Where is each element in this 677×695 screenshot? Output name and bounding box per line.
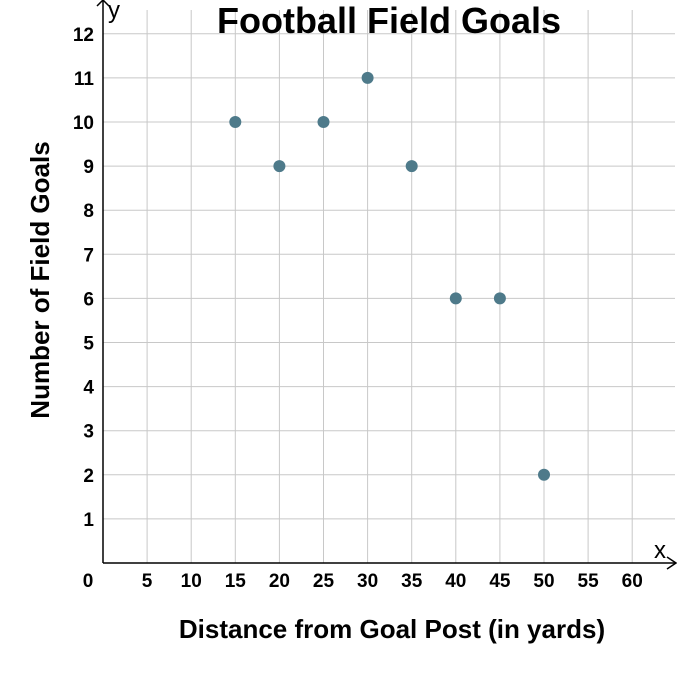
x-tick-label: 15 bbox=[225, 571, 247, 592]
y-tick-label: 11 bbox=[74, 69, 95, 90]
y-axis-arrow bbox=[96, 0, 110, 7]
y-tick-label: 8 bbox=[83, 201, 94, 222]
x-tick-label: 35 bbox=[401, 571, 423, 592]
grid bbox=[103, 10, 675, 563]
x-tick-label: 25 bbox=[313, 571, 335, 592]
data-point bbox=[405, 160, 418, 173]
data-point bbox=[449, 292, 462, 305]
x-tick-label: 40 bbox=[445, 571, 466, 592]
x-tick-label: 60 bbox=[622, 571, 643, 592]
y-tick-label: 12 bbox=[73, 25, 94, 46]
x-tick-label: 55 bbox=[578, 571, 600, 592]
x-tick-label: 30 bbox=[357, 571, 378, 592]
y-tick-label: 3 bbox=[83, 422, 94, 443]
y-tick-label: 4 bbox=[83, 378, 94, 399]
y-axis-title: Number of Field Goals bbox=[25, 141, 55, 418]
y-tick-label: 10 bbox=[73, 113, 94, 134]
y-tick-label: 2 bbox=[83, 466, 94, 487]
y-tick-label: 9 bbox=[83, 157, 94, 178]
y-tick-label: 6 bbox=[83, 289, 94, 310]
x-tick-label: 20 bbox=[269, 571, 290, 592]
chart-title: Football Field Goals bbox=[217, 0, 561, 41]
x-axis-letter: x bbox=[654, 537, 666, 564]
x-tick-label: 5 bbox=[142, 571, 153, 592]
x-tick-label: 50 bbox=[533, 571, 554, 592]
y-tick-label: 5 bbox=[83, 334, 94, 355]
data-point bbox=[273, 160, 286, 173]
x-axis-title: Distance from Goal Post (in yards) bbox=[179, 614, 605, 644]
axes bbox=[96, 0, 677, 570]
y-tick-label: 7 bbox=[83, 245, 94, 266]
origin-label: 0 bbox=[83, 571, 94, 592]
data-point bbox=[229, 116, 242, 128]
data-point bbox=[493, 292, 506, 305]
y-axis-letter: y bbox=[108, 0, 120, 24]
x-axis-arrow bbox=[666, 556, 677, 570]
data-point bbox=[317, 116, 330, 128]
data-point bbox=[538, 468, 550, 481]
y-tick-label: 1 bbox=[83, 510, 94, 531]
data-point bbox=[361, 71, 374, 84]
x-tick-label: 45 bbox=[489, 571, 511, 592]
data-points bbox=[229, 71, 550, 481]
x-tick-label: 10 bbox=[181, 571, 202, 592]
